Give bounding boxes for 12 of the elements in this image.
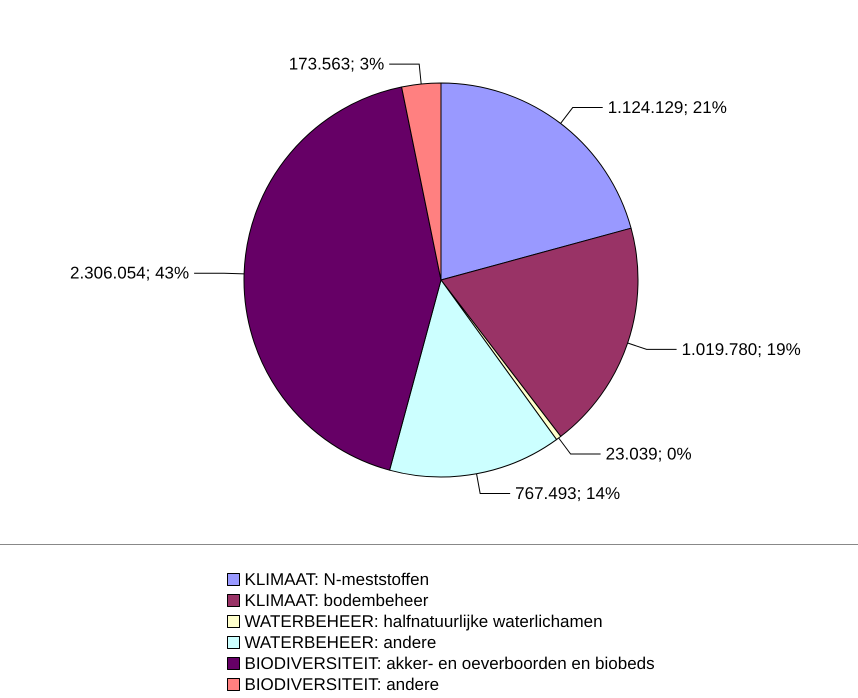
legend-label: KLIMAAT: N-meststoffen	[244, 570, 430, 589]
legend-label: WATERBEHEER: halfnatuurlijke waterlichamen	[244, 612, 603, 631]
legend-label: BIODIVERSITEIT: akker- en oeverboorden en biobeds	[244, 654, 655, 673]
data-label: 23.039; 0%	[606, 444, 692, 464]
legend-label: KLIMAAT: bodembeheer	[244, 591, 429, 610]
legend-label: BIODIVERSITEIT: andere	[244, 675, 440, 694]
legend-label: WATERBEHEER: andere	[244, 633, 436, 652]
data-label: 1.124.129; 21%	[608, 98, 727, 118]
data-label: 767.493; 14%	[515, 484, 620, 503]
data-label: 2.306.054; 43%	[70, 264, 190, 283]
data-label: 1.019.780; 19%	[682, 340, 801, 359]
data-label: 173.563; 3%	[288, 54, 384, 74]
